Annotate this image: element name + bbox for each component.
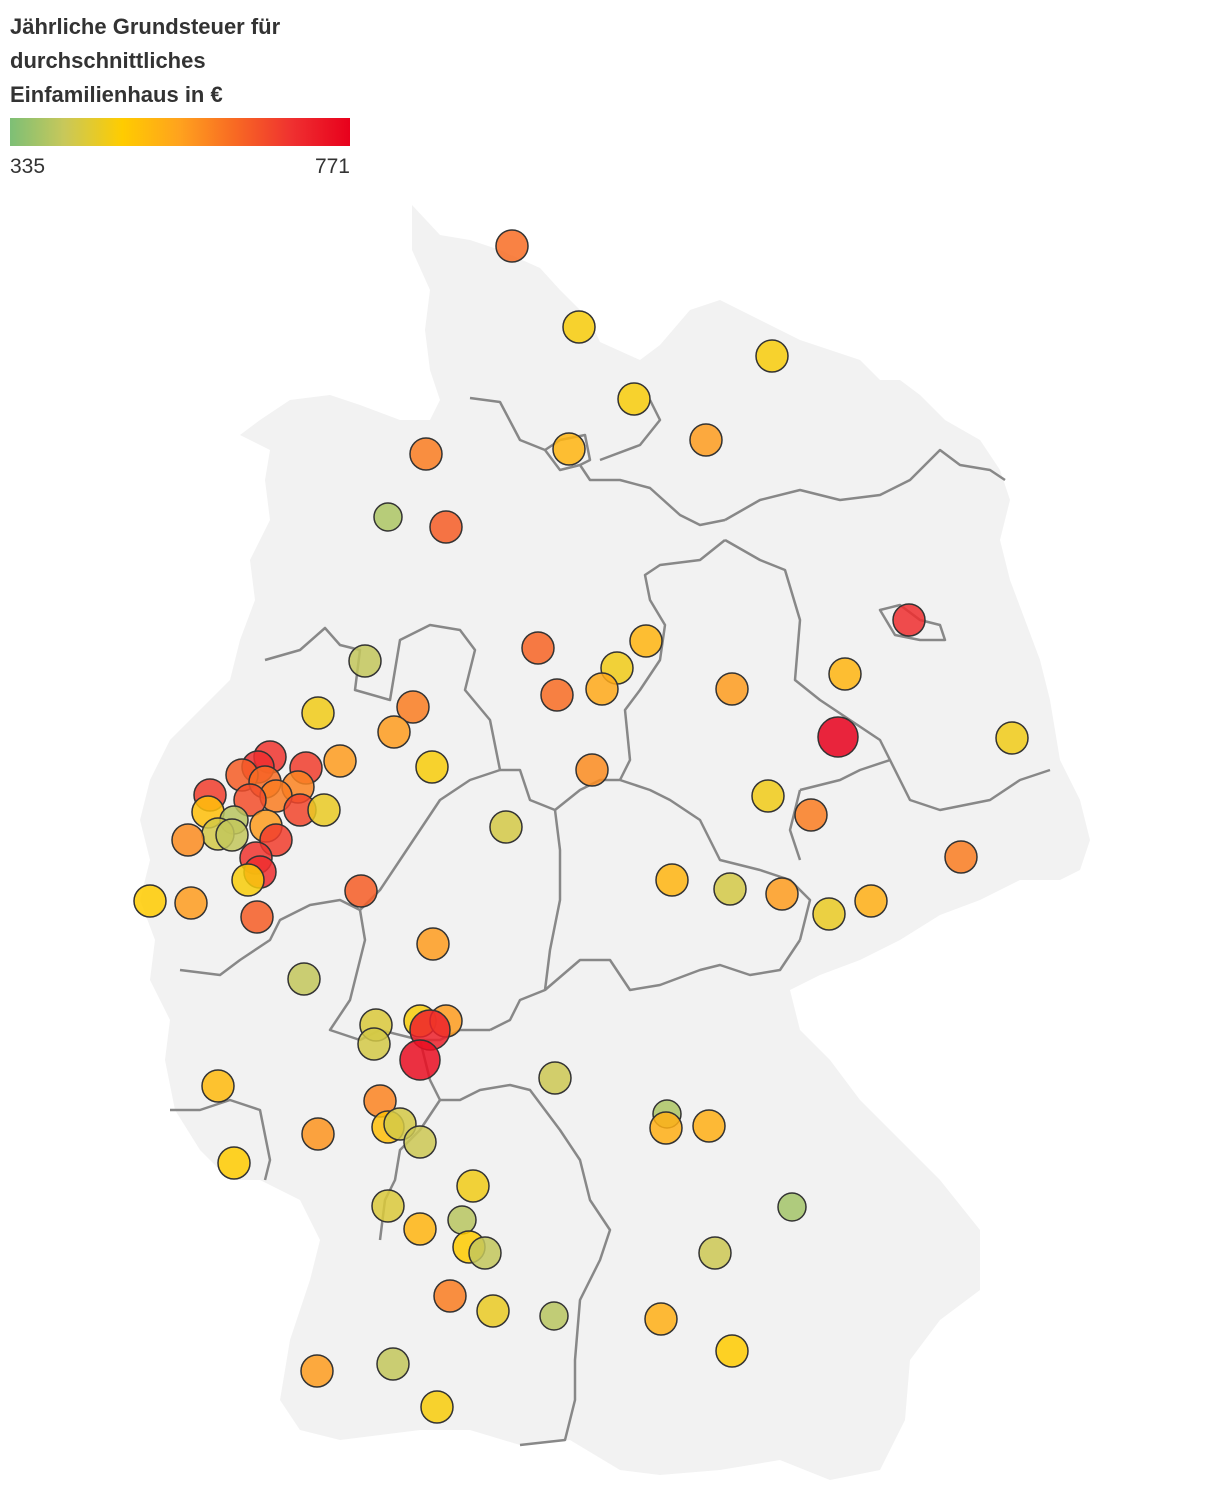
- city-marker[interactable]: [307, 793, 341, 827]
- city-marker[interactable]: [373, 502, 403, 532]
- city-marker[interactable]: [892, 603, 926, 637]
- city-marker[interactable]: [456, 1169, 490, 1203]
- city-marker[interactable]: [348, 644, 382, 678]
- city-marker[interactable]: [995, 721, 1029, 755]
- city-marker[interactable]: [415, 750, 449, 784]
- city-marker[interactable]: [344, 874, 378, 908]
- city-marker[interactable]: [644, 1302, 678, 1336]
- city-marker[interactable]: [538, 1061, 572, 1095]
- city-marker[interactable]: [300, 1354, 334, 1388]
- city-marker[interactable]: [357, 1027, 391, 1061]
- legend-max-label: 771: [314, 155, 350, 178]
- city-marker[interactable]: [812, 897, 846, 931]
- city-marker[interactable]: [301, 1117, 335, 1151]
- city-marker[interactable]: [171, 823, 205, 857]
- city-marker[interactable]: [215, 818, 249, 852]
- city-marker[interactable]: [429, 510, 463, 544]
- city-marker[interactable]: [715, 1334, 749, 1368]
- city-marker[interactable]: [416, 927, 450, 961]
- city-marker[interactable]: [655, 863, 689, 897]
- city-marker[interactable]: [944, 840, 978, 874]
- city-marker[interactable]: [539, 1301, 569, 1331]
- city-marker[interactable]: [201, 1069, 235, 1103]
- city-marker[interactable]: [794, 798, 828, 832]
- city-marker[interactable]: [323, 744, 357, 778]
- city-marker[interactable]: [777, 1192, 807, 1222]
- city-marker[interactable]: [854, 884, 888, 918]
- city-marker[interactable]: [629, 624, 663, 658]
- city-marker[interactable]: [575, 753, 609, 787]
- city-marker[interactable]: [698, 1236, 732, 1270]
- city-marker[interactable]: [217, 1146, 251, 1180]
- city-marker[interactable]: [409, 437, 443, 471]
- legend-min-label: 335: [10, 155, 46, 178]
- city-marker[interactable]: [562, 310, 596, 344]
- city-marker[interactable]: [540, 678, 574, 712]
- city-marker[interactable]: [301, 696, 335, 730]
- city-marker[interactable]: [371, 1189, 405, 1223]
- city-marker[interactable]: [495, 229, 529, 263]
- city-marker[interactable]: [476, 1294, 510, 1328]
- city-marker[interactable]: [403, 1212, 437, 1246]
- city-marker[interactable]: [585, 672, 619, 706]
- city-marker[interactable]: [287, 962, 321, 996]
- city-marker[interactable]: [489, 810, 523, 844]
- city-marker[interactable]: [828, 657, 862, 691]
- city-marker[interactable]: [552, 432, 586, 466]
- city-marker[interactable]: [468, 1236, 502, 1270]
- city-marker[interactable]: [396, 690, 430, 724]
- legend-title: Jährliche Grundsteuer für durchschnittli…: [10, 14, 281, 107]
- city-marker[interactable]: [174, 886, 208, 920]
- city-marker[interactable]: [715, 672, 749, 706]
- city-marker[interactable]: [433, 1279, 467, 1313]
- city-marker[interactable]: [755, 339, 789, 373]
- city-marker[interactable]: [403, 1125, 437, 1159]
- city-marker[interactable]: [399, 1039, 441, 1081]
- city-marker[interactable]: [377, 715, 411, 749]
- city-markers: [133, 229, 1029, 1424]
- legend-color-bar: [10, 118, 350, 146]
- city-marker[interactable]: [713, 872, 747, 906]
- city-marker[interactable]: [751, 779, 785, 813]
- city-marker[interactable]: [817, 716, 859, 758]
- city-marker[interactable]: [521, 631, 555, 665]
- city-marker[interactable]: [649, 1111, 683, 1145]
- city-marker[interactable]: [692, 1109, 726, 1143]
- city-marker[interactable]: [617, 382, 651, 416]
- city-marker[interactable]: [447, 1205, 477, 1235]
- city-marker[interactable]: [133, 884, 167, 918]
- city-marker[interactable]: [376, 1347, 410, 1381]
- city-marker[interactable]: [231, 863, 265, 897]
- legend: Jährliche Grundsteuer für durchschnittli…: [10, 10, 355, 179]
- city-marker[interactable]: [420, 1390, 454, 1424]
- city-marker[interactable]: [689, 423, 723, 457]
- city-marker[interactable]: [240, 900, 274, 934]
- legend-labels: 335 771: [10, 151, 350, 179]
- city-marker[interactable]: [765, 877, 799, 911]
